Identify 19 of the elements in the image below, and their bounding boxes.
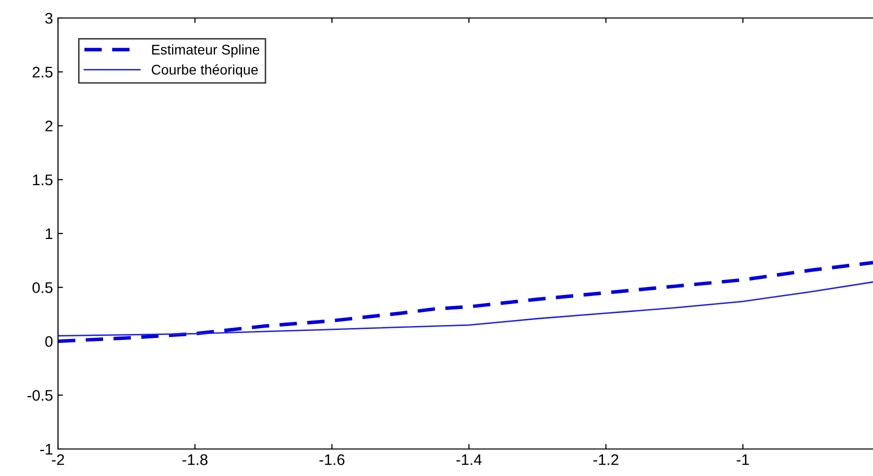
y-tick-label: 0.5 [32,282,52,294]
y-tick-label: -0.5 [27,390,52,401]
x-tick-label: -1.8 [182,454,208,466]
x-tick-label: -1.2 [593,454,618,465]
y-tick-label: 0 [45,336,53,347]
legend-label: Courbe théorique [152,64,258,78]
line-series [58,260,873,343]
y-tick-label: 1.5 [33,174,52,186]
y-tick-label: 1 [46,228,52,240]
line-series [58,281,873,337]
y-tick-label: -1 [40,444,52,455]
y-tick-label: 2.5 [32,66,52,78]
y-tick-label: 2 [45,120,52,132]
legend-label: Estimateur Spline [152,44,260,58]
y-tick-label: 3 [45,12,52,24]
x-tick-label: -1.4 [456,454,482,465]
x-tick-label: -1 [736,454,749,465]
x-tick-label: -2 [52,454,64,465]
x-tick-label: -1.6 [319,454,344,466]
